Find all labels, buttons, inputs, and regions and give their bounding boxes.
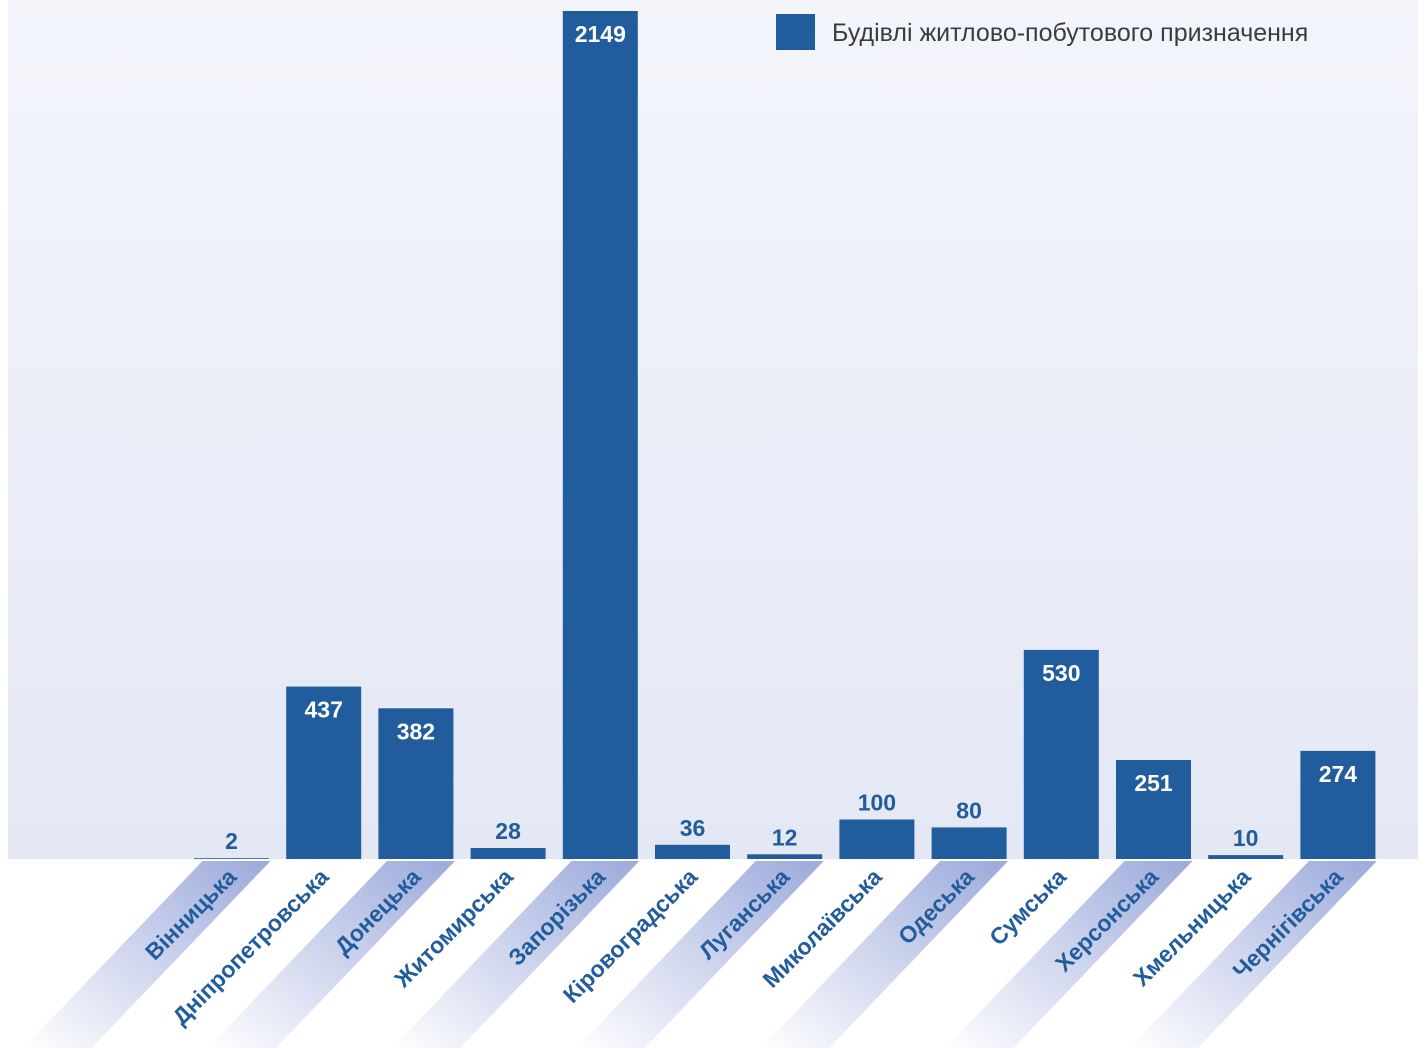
label-band-cat-9: [761, 861, 1009, 1048]
bar-cat-5[interactable]: [562, 11, 638, 859]
plot-background: [8, 0, 1418, 859]
value-label-cat-5: 2149: [575, 21, 626, 47]
bars-layer: [194, 11, 1376, 860]
value-label-cat-4: 28: [495, 818, 521, 844]
legend[interactable]: Будівлі житлово-побутового призначення: [776, 14, 1308, 50]
bar-cat-9[interactable]: [931, 827, 1007, 859]
label-band-cat-3: [207, 861, 455, 1048]
value-labels-layer: 2 437 382 28 2149 36 12 100 80 530 251 10 274: [225, 21, 1357, 854]
category-band-layer: [23, 861, 1377, 1048]
value-label-cat-13: 274: [1319, 761, 1358, 787]
value-label-cat-8: 100: [858, 790, 896, 816]
bar-cat-11[interactable]: [1116, 760, 1191, 859]
bar-cat-10[interactable]: [1023, 649, 1099, 859]
value-label-cat-1: 2: [225, 828, 238, 854]
value-label-cat-10: 530: [1042, 660, 1080, 686]
value-label-cat-7: 12: [772, 824, 798, 850]
value-label-cat-6: 36: [680, 815, 706, 841]
bar-cat-1[interactable]: [194, 858, 269, 859]
bar-cat-7[interactable]: [747, 854, 823, 859]
value-label-cat-12: 10: [1233, 825, 1259, 851]
bar-cat-13[interactable]: [1300, 750, 1376, 859]
label-band-cat-11: [945, 861, 1193, 1048]
legend-swatch: [776, 14, 815, 50]
bar-cat-3[interactable]: [378, 708, 454, 859]
bar-cat-12[interactable]: [1208, 855, 1284, 859]
value-label-cat-3: 382: [397, 718, 435, 744]
label-band-cat-13: [1129, 861, 1377, 1048]
bar-cat-4[interactable]: [470, 848, 546, 859]
label-band-cat-1: [23, 861, 271, 1048]
bar-cat-2[interactable]: [286, 686, 362, 859]
value-label-cat-9: 80: [956, 797, 982, 823]
bar-cat-8[interactable]: [839, 819, 915, 860]
bar-cat-6[interactable]: [655, 844, 730, 859]
value-label-cat-11: 251: [1134, 770, 1173, 796]
label-band-cat-5: [392, 861, 640, 1048]
value-label-cat-2: 437: [305, 697, 343, 723]
label-band-cat-7: [576, 861, 824, 1048]
legend-label: Будівлі житлово-побутового призначення: [832, 19, 1308, 47]
